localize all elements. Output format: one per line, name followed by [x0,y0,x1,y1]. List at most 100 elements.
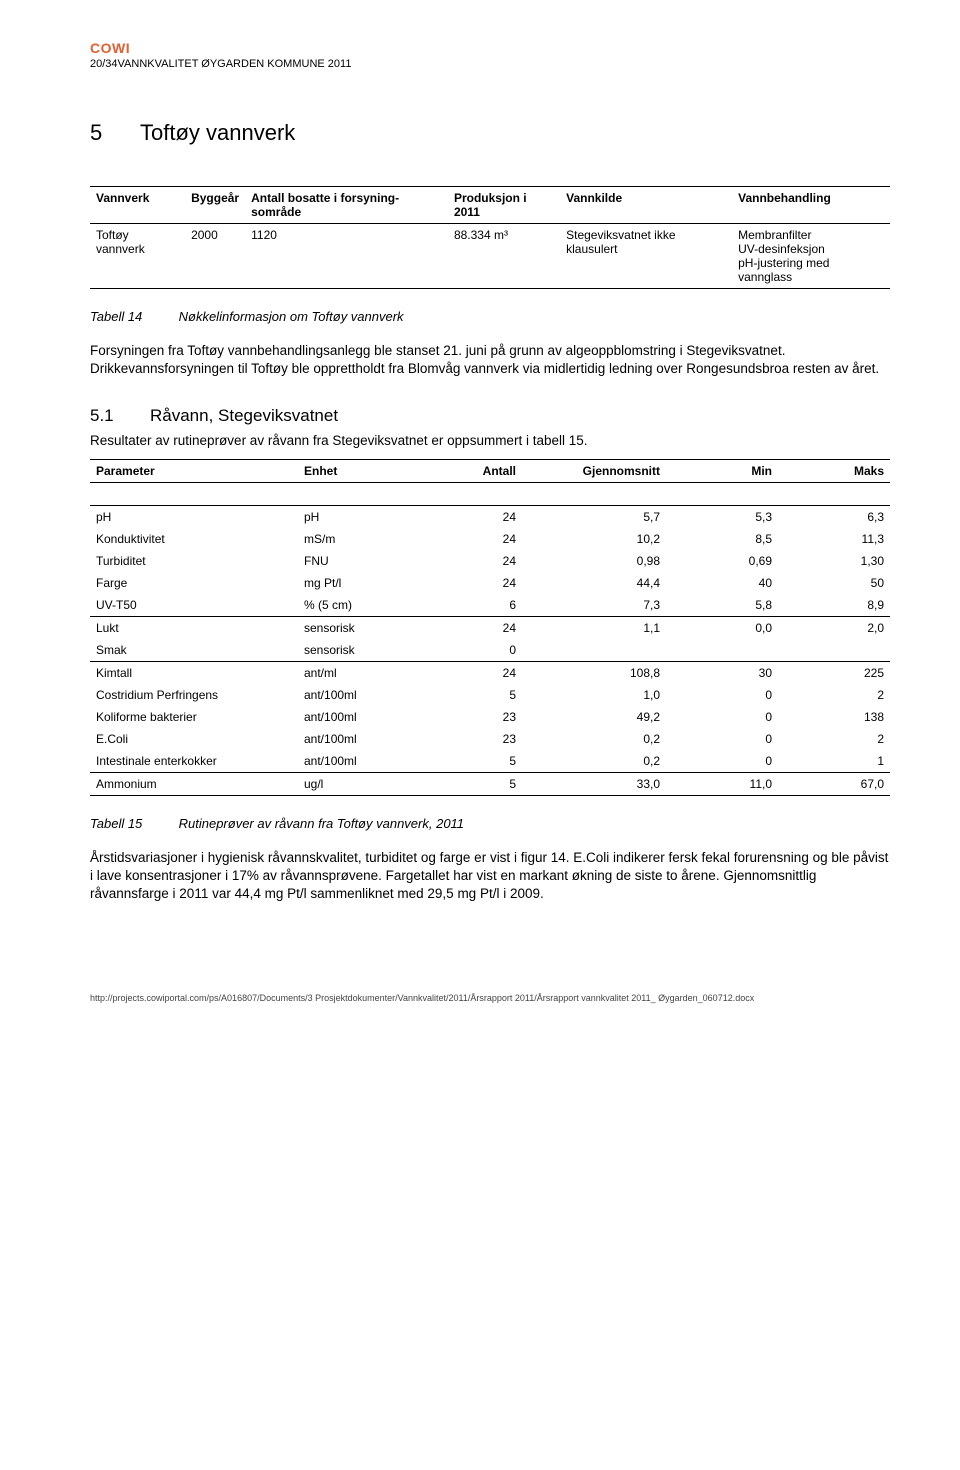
table-row: Smaksensorisk0 [90,639,890,662]
t1-vannverk: Toftøy vannverk [90,224,185,289]
t1-byggear: 2000 [185,224,245,289]
cell: 24 [426,572,522,594]
cell: 5,8 [666,594,778,617]
cell: 33,0 [522,772,666,795]
t1-antall: 1120 [245,224,448,289]
cell: 0,2 [522,728,666,750]
cell: 24 [426,661,522,684]
paragraph-3: Årstidsvariasjoner i hygienisk råvannskv… [90,849,890,904]
t1-behandling: Membranfilter UV-desinfeksjon pH-justeri… [732,224,890,289]
cell: 0 [666,728,778,750]
table-row: TurbiditetFNU240,980,691,30 [90,550,890,572]
cell: ant/100ml [298,684,426,706]
cell: 0,69 [666,550,778,572]
cell: FNU [298,550,426,572]
cell: Intestinale enterkokker [90,750,298,773]
cell: 5,3 [666,505,778,528]
cell: 7,3 [522,594,666,617]
cell: Costridium Perfringens [90,684,298,706]
caption-table15: Tabell 15 Rutineprøver av råvann fra Tof… [90,816,890,831]
subsection-number: 5.1 [90,406,150,426]
table-row: Koliforme bakterierant/100ml2349,20138 [90,706,890,728]
cell: 0,98 [522,550,666,572]
footer-path: http://projects.cowiportal.com/ps/A01680… [90,993,890,1005]
cell: 30 [666,661,778,684]
t2-h5: Maks [778,459,890,482]
table-row: Fargemg Pt/l2444,44050 [90,572,890,594]
table-row: UV-T50% (5 cm)67,35,88,9 [90,594,890,617]
cell: 24 [426,528,522,550]
cell: 0 [666,750,778,773]
cell: 2 [778,684,890,706]
caption-label: Tabell 14 [90,309,175,324]
t1-h4: Vannkilde [560,187,732,224]
cell: 2 [778,728,890,750]
cell: 0,0 [666,616,778,639]
paragraph-2: Resultater av rutineprøver av råvann fra… [90,432,890,450]
t2-h0: Parameter [90,459,298,482]
cell: 0,2 [522,750,666,773]
cell: Kimtall [90,661,298,684]
t1-kilde: Stegeviksvatnet ikke klausulert [560,224,732,289]
cell: mg Pt/l [298,572,426,594]
cell: 2,0 [778,616,890,639]
cell: UV-T50 [90,594,298,617]
cell: Turbiditet [90,550,298,572]
cell: 5,7 [522,505,666,528]
table-key-info: Vannverk Byggeår Antall bosatte i forsyn… [90,186,890,289]
cell [522,639,666,662]
cell: Ammonium [90,772,298,795]
cell: 0 [666,706,778,728]
t2-h1: Enhet [298,459,426,482]
cell: 24 [426,550,522,572]
table-row: Intestinale enterkokkerant/100ml50,201 [90,750,890,773]
t1-h5: Vannbehandling [732,187,890,224]
subsection-title: Råvann, Stegeviksvatnet [150,406,338,425]
cell: 49,2 [522,706,666,728]
t1-h1: Byggeår [185,187,245,224]
logo: COWI [90,40,890,56]
cell: Farge [90,572,298,594]
t1-h2: Antall bosatte i forsyning-sområde [245,187,448,224]
cell: 0 [426,639,522,662]
cell: 225 [778,661,890,684]
cell: 5 [426,684,522,706]
t1-h3: Produksjon i 2011 [448,187,560,224]
t2-h3: Gjennomsnitt [522,459,666,482]
table-row: Ammoniumug/l533,011,067,0 [90,772,890,795]
cell: Konduktivitet [90,528,298,550]
cell: 11,3 [778,528,890,550]
cell: ant/100ml [298,728,426,750]
cell [666,639,778,662]
cell: Koliforme bakterier [90,706,298,728]
table-results: Parameter Enhet Antall Gjennomsnitt Min … [90,459,890,796]
cell: sensorisk [298,616,426,639]
cell: 11,0 [666,772,778,795]
doc-header: 20/34VANNKVALITET ØYGARDEN KOMMUNE 2011 [90,58,890,70]
cell: mS/m [298,528,426,550]
cell: 1,1 [522,616,666,639]
cell: % (5 cm) [298,594,426,617]
t1-h0: Vannverk [90,187,185,224]
cell: 1,30 [778,550,890,572]
cell: sensorisk [298,639,426,662]
cell: pH [298,505,426,528]
cell: E.Coli [90,728,298,750]
caption-table14: Tabell 14 Nøkkelinformasjon om Toftøy va… [90,309,890,324]
t1-prod: 88.334 m³ [448,224,560,289]
cell: 0 [666,684,778,706]
section-number: 5 [90,120,140,146]
t2-h2: Antall [426,459,522,482]
caption-text: Nøkkelinformasjon om Toftøy vannverk [179,309,404,324]
cell: 24 [426,505,522,528]
cell: 108,8 [522,661,666,684]
cell: 24 [426,616,522,639]
cell: ant/100ml [298,750,426,773]
cell: 50 [778,572,890,594]
table-row: pHpH245,75,36,3 [90,505,890,528]
table-row: KonduktivitetmS/m2410,28,511,3 [90,528,890,550]
cell: ant/ml [298,661,426,684]
caption-label: Tabell 15 [90,816,175,831]
cell: 10,2 [522,528,666,550]
cell: pH [90,505,298,528]
